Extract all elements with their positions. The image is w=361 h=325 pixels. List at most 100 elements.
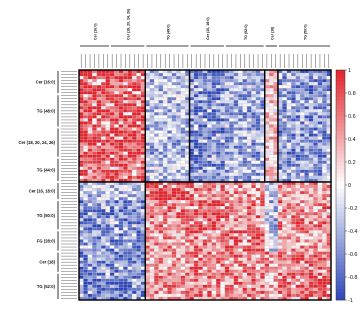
- heatmap-cell: [145, 75, 151, 80]
- heatmap-cell: [299, 196, 305, 201]
- heatmap-cell: [268, 127, 274, 131]
- heatmap-cell: [304, 221, 310, 225]
- heatmap-cell: [87, 293, 93, 298]
- heatmap-cell: [189, 293, 195, 298]
- heatmap-cell: [162, 115, 168, 119]
- heatmap-cell: [189, 187, 195, 192]
- heatmap-cell: [246, 272, 252, 277]
- heatmap-cell: [246, 166, 252, 171]
- heatmap-cell: [149, 157, 155, 162]
- heatmap-cell: [268, 124, 274, 128]
- heatmap-cell: [145, 209, 151, 213]
- heatmap-cell: [92, 136, 97, 140]
- heatmap-cell: [299, 163, 305, 168]
- heatmap-cell: [123, 78, 128, 83]
- heatmap-cell: [158, 281, 164, 286]
- heatmap-cell: [127, 281, 133, 286]
- heatmap-cell: [118, 257, 124, 261]
- heatmap-cell: [105, 112, 111, 116]
- heatmap-cell: [105, 148, 111, 152]
- heatmap-cell: [229, 272, 235, 277]
- heatmap-cell: [215, 121, 221, 125]
- heatmap-cell: [198, 190, 204, 195]
- heatmap-cell: [171, 85, 177, 89]
- heatmap-cell: [189, 269, 195, 274]
- heatmap-cell: [184, 254, 190, 258]
- heatmap-cell: [105, 284, 111, 289]
- heatmap-cell: [167, 130, 173, 134]
- heatmap-cell: [207, 78, 212, 83]
- heatmap-cell: [233, 85, 239, 89]
- heatmap-cell: [317, 136, 323, 140]
- heatmap-cell: [100, 196, 106, 201]
- heatmap-cell: [295, 251, 301, 255]
- heatmap-cell: [105, 136, 111, 140]
- heatmap-cell: [207, 169, 212, 174]
- heatmap-cell: [171, 187, 177, 192]
- heatmap-cell: [277, 100, 283, 104]
- heatmap-cell: [184, 290, 190, 295]
- heatmap-cell: [78, 124, 84, 128]
- heatmap-cell: [246, 148, 252, 152]
- heatmap-cell: [180, 224, 186, 228]
- heatmap-cell: [123, 118, 128, 122]
- heatmap-cell: [193, 209, 199, 213]
- heatmap-cell: [313, 233, 319, 237]
- heatmap-cell: [229, 78, 235, 83]
- heatmap-cell: [260, 236, 265, 240]
- heatmap-cell: [251, 196, 257, 201]
- heatmap-cell: [78, 233, 84, 237]
- heatmap-cell: [145, 145, 151, 149]
- heatmap-cell: [264, 72, 270, 77]
- row-group-label: Cer (18): [39, 260, 55, 265]
- heatmap-cell: [78, 203, 84, 207]
- heatmap-cell: [308, 124, 314, 128]
- heatmap-cell: [242, 151, 248, 156]
- heatmap-cell: [251, 139, 257, 143]
- heatmap-cell: [105, 127, 111, 131]
- heatmap-cell: [207, 154, 212, 159]
- colorbar-segment: [336, 238, 345, 243]
- heatmap-cell: [220, 203, 226, 207]
- heatmap-cell: [313, 169, 319, 174]
- heatmap-cell: [255, 175, 261, 180]
- heatmap-cell: [149, 269, 155, 274]
- heatmap-cell: [87, 233, 93, 237]
- heatmap-cell: [282, 81, 288, 86]
- heatmap-cell: [114, 230, 120, 234]
- heatmap-cell: [255, 272, 261, 277]
- heatmap-cell: [158, 218, 164, 222]
- heatmap-cell: [282, 85, 288, 89]
- heatmap-cell: [313, 100, 319, 104]
- heatmap-cell: [180, 275, 186, 280]
- heatmap-cell: [145, 94, 151, 98]
- heatmap-cell: [207, 212, 212, 216]
- heatmap-cell: [317, 91, 323, 95]
- heatmap-cell: [268, 175, 274, 180]
- heatmap-cell: [277, 206, 283, 210]
- heatmap-cell: [158, 184, 164, 189]
- heatmap-cell: [193, 224, 199, 228]
- heatmap-cell: [286, 109, 292, 113]
- heatmap-cell: [282, 218, 288, 222]
- heatmap-cell: [171, 91, 177, 95]
- heatmap-cell: [233, 121, 239, 125]
- heatmap-cell: [211, 166, 217, 171]
- heatmap-cell: [277, 287, 283, 292]
- heatmap-cell: [215, 187, 221, 192]
- heatmap-cell: [238, 75, 243, 80]
- heatmap-cell: [317, 112, 323, 116]
- heatmap-cell: [198, 142, 204, 146]
- heatmap-cell: [260, 263, 265, 267]
- heatmap-cell: [158, 284, 164, 289]
- heatmap-cell: [92, 218, 97, 222]
- heatmap-cell: [220, 160, 226, 165]
- heatmap-cell: [251, 278, 257, 283]
- heatmap-cell: [83, 148, 89, 152]
- heatmap-cell: [176, 78, 181, 83]
- heatmap-cell: [154, 172, 159, 177]
- heatmap-cell: [180, 200, 186, 204]
- heatmap-cell: [255, 106, 261, 110]
- heatmap-cell: [317, 266, 323, 271]
- heatmap-cell: [238, 91, 243, 95]
